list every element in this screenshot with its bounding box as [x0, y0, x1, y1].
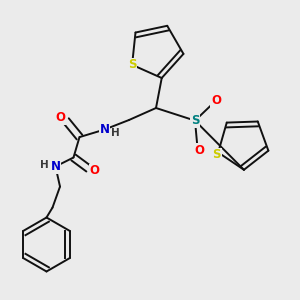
Text: H: H [40, 160, 49, 170]
Text: S: S [191, 114, 199, 127]
Text: S: S [212, 148, 221, 161]
Text: O: O [211, 94, 221, 107]
Text: S: S [128, 58, 136, 71]
Text: O: O [89, 164, 100, 178]
Text: O: O [194, 143, 204, 157]
Text: O: O [56, 111, 66, 124]
Text: H: H [111, 128, 120, 138]
Text: N: N [99, 123, 110, 136]
Text: N: N [50, 160, 61, 173]
